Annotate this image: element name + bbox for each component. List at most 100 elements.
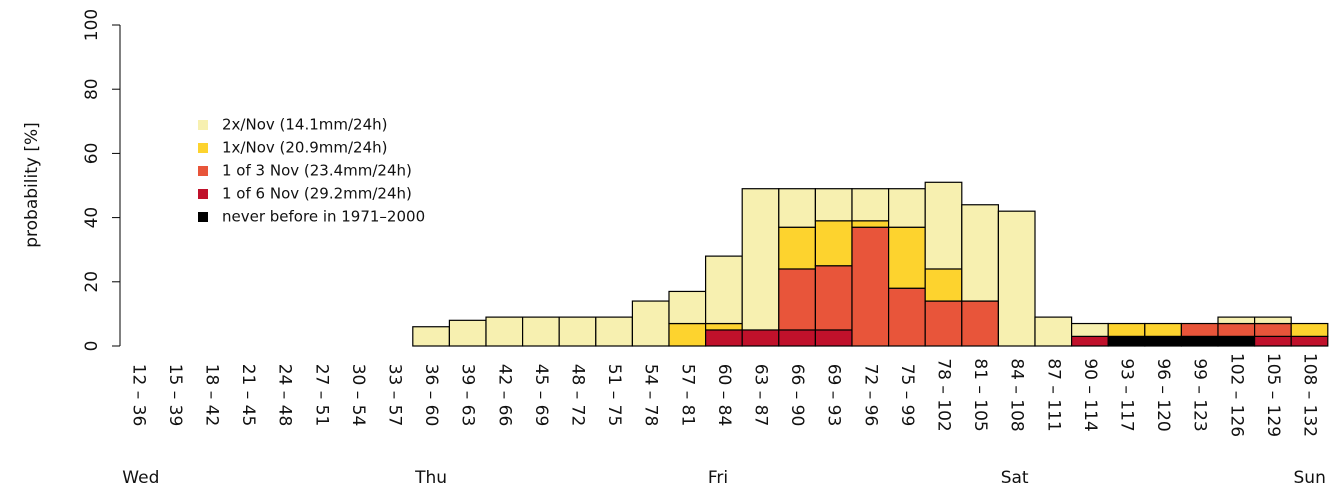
bar-segment	[851, 220, 890, 228]
x-tick-label: 39 – 63	[458, 364, 478, 427]
bar-segment	[521, 316, 560, 347]
x-tick-label: 108 – 132	[1300, 353, 1320, 437]
bar-segment	[1070, 335, 1109, 347]
bar-segment	[814, 265, 853, 331]
day-label: Thu	[414, 468, 447, 488]
bar-segment	[1144, 335, 1183, 347]
bar-segment	[704, 329, 743, 347]
bar-segment	[1253, 322, 1292, 337]
y-tick-label: 40	[82, 207, 102, 229]
bar-segment	[1217, 316, 1256, 325]
x-tick-label: 87 – 111	[1043, 358, 1063, 431]
bar-segment	[448, 319, 487, 347]
x-tick-label: 60 – 84	[714, 364, 734, 427]
legend-label: never before in 1971–2000	[222, 208, 425, 226]
x-tick-label: 36 – 60	[421, 364, 441, 427]
day-label: Sun	[1294, 468, 1326, 488]
x-tick-label: 99 – 123	[1190, 358, 1210, 431]
bar-segment	[1180, 335, 1219, 347]
x-tick-label: 93 – 117	[1117, 358, 1137, 431]
bar-segment	[668, 290, 707, 325]
y-tick-label: 0	[82, 341, 102, 352]
bar-segment	[704, 255, 743, 325]
bar-segment	[924, 268, 963, 302]
legend-label: 2x/Nov (14.1mm/24h)	[222, 116, 388, 134]
bar-segment	[1144, 322, 1183, 337]
x-tick-label: 78 – 102	[934, 358, 954, 431]
legend-label: 1x/Nov (20.9mm/24h)	[222, 139, 388, 157]
legend-swatch	[198, 143, 208, 153]
bar-segment	[1217, 335, 1256, 347]
x-tick-label: 66 – 90	[787, 364, 807, 427]
y-tick-label: 60	[82, 143, 102, 165]
x-tick-label: 90 – 114	[1080, 358, 1100, 431]
bar-segment	[1217, 322, 1256, 337]
x-tick-label: 75 – 99	[897, 364, 917, 427]
x-tick-label: 51 – 75	[604, 364, 624, 427]
bar-segment	[704, 322, 743, 331]
y-tick-label: 80	[82, 78, 102, 100]
bar-segment	[1107, 322, 1146, 337]
legend-swatch	[198, 166, 208, 176]
bar-segment	[1070, 322, 1109, 337]
bar-segment	[1253, 335, 1292, 347]
bar-segment	[778, 268, 816, 331]
x-tick-label: 33 – 57	[385, 364, 405, 427]
bar-segment	[961, 300, 999, 347]
x-tick-label: 81 – 105	[970, 358, 990, 431]
day-label: Sat	[1001, 468, 1029, 488]
x-tick-label: 45 – 69	[531, 364, 551, 427]
legend-swatch	[198, 212, 208, 222]
x-tick-label: 69 – 93	[824, 364, 844, 427]
bar-segment	[961, 204, 999, 302]
bar-segment	[851, 226, 890, 347]
x-tick-label: 27 – 51	[311, 364, 331, 427]
x-tick-label: 105 – 129	[1263, 353, 1283, 437]
x-tick-label: 96 – 120	[1153, 358, 1173, 431]
legend-label: 1 of 6 Nov (29.2mm/24h)	[222, 185, 412, 203]
bar-segment	[887, 188, 926, 228]
bar-segment	[814, 220, 853, 267]
bar-segment	[595, 316, 633, 347]
bar-segment	[778, 188, 816, 228]
bar-segment	[1034, 316, 1073, 347]
day-label: Fri	[708, 468, 728, 488]
bar-segment	[741, 329, 780, 347]
legend-label: 1 of 3 Nov (23.4mm/24h)	[222, 162, 412, 180]
bar-segment	[924, 181, 963, 270]
x-tick-label: 72 – 96	[860, 364, 880, 427]
day-label: Wed	[122, 468, 159, 488]
bar-segment	[887, 226, 926, 289]
x-tick-label: 12 – 36	[128, 364, 148, 427]
x-tick-label: 57 – 81	[677, 364, 697, 427]
x-tick-label: 54 – 78	[641, 364, 661, 427]
x-tick-label: 30 – 54	[348, 364, 368, 427]
bar-segment	[485, 316, 524, 347]
x-tick-label: 24 – 48	[275, 364, 295, 427]
legend-swatch	[198, 189, 208, 199]
bar-segment	[924, 300, 963, 347]
bar-segment	[997, 210, 1036, 347]
x-tick-label: 42 – 66	[494, 364, 514, 427]
x-tick-label: 48 – 72	[568, 364, 588, 427]
x-tick-label: 63 – 87	[751, 364, 771, 427]
bar-segment	[1290, 335, 1329, 347]
bar-segment	[814, 329, 853, 347]
bar-segment	[668, 322, 707, 347]
x-tick-label: 15 – 39	[165, 364, 185, 427]
legend-swatch	[198, 120, 208, 130]
y-axis-label: probability [%]	[22, 122, 42, 248]
bar-segment	[1107, 335, 1146, 347]
bar-segment	[741, 188, 780, 331]
y-tick-label: 100	[82, 9, 102, 41]
bar-segment	[1253, 316, 1292, 325]
bar-segment	[887, 287, 926, 347]
bar-segment	[1180, 322, 1219, 337]
y-tick-label: 20	[82, 271, 102, 293]
bar-segment	[851, 188, 890, 222]
bar-segment	[1290, 322, 1329, 337]
x-tick-label: 21 – 45	[238, 364, 258, 427]
x-tick-label: 84 – 108	[1007, 358, 1027, 431]
bar-segment	[412, 326, 450, 347]
